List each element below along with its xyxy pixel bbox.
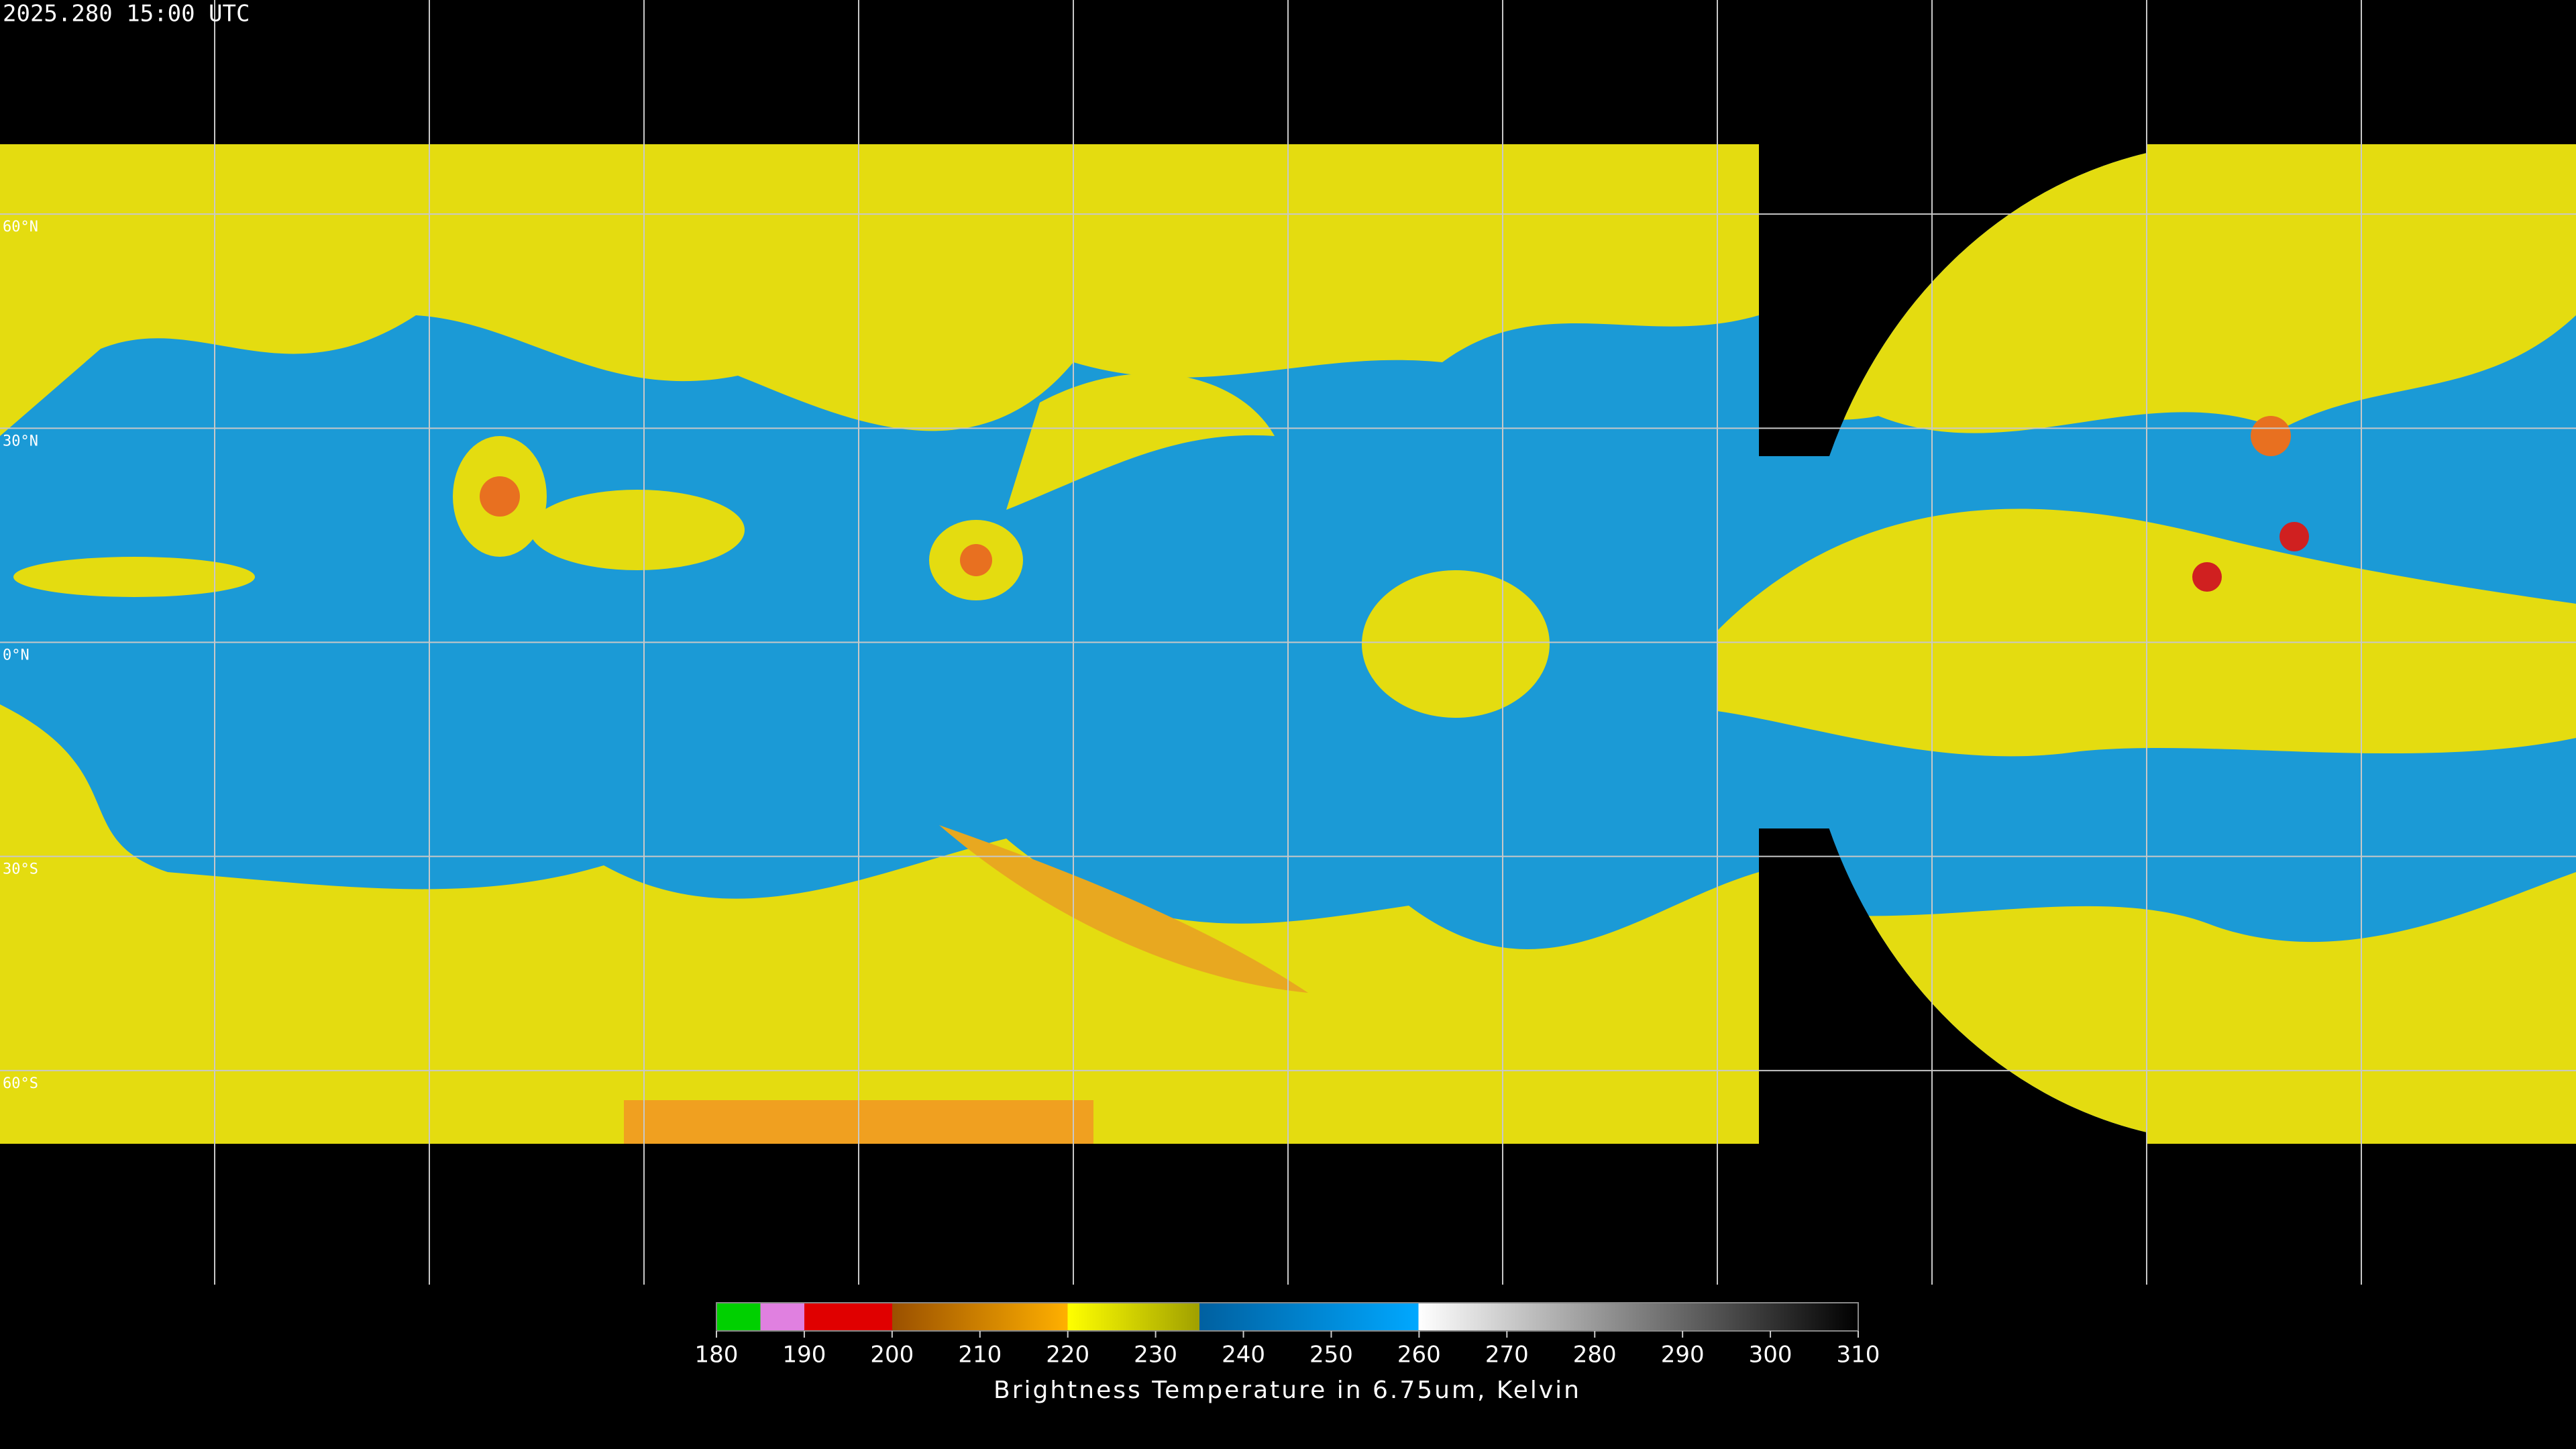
deep-convection [2279,522,2309,551]
imagery-west [0,144,1759,1144]
colorbar-ticks: 180 190 200 210 220 230 240 250 260 270 280 290 300 3… [695,1331,1880,1368]
moist-band-south [0,704,1759,1144]
latitude-labels: 60°N 30°N 0°N 30°S 60°S [3,219,38,1092]
colorbar-tick-label: 220 [1046,1342,1089,1368]
colorbar-tick-label: 240 [1222,1342,1265,1368]
timestamp: 2025.280 15:00 UTC [3,1,250,28]
colorbar-tick-label: 310 [1837,1342,1880,1368]
cyclone-core [960,544,992,576]
convection-central-america [530,490,745,570]
lat-label: 30°S [3,861,38,878]
graticule [0,0,2576,1285]
colorbar-tick-label: 180 [695,1342,739,1368]
itcz-pacific [13,557,255,597]
colorbar-tick-label: 230 [1134,1342,1177,1368]
colorbar [716,1302,1859,1332]
lat-label: 30°N [3,433,38,449]
lat-label: 60°N [3,219,38,235]
lat-label: 0°N [3,647,30,664]
cyclone-core [480,476,520,517]
colorbar-tick-label: 300 [1749,1342,1792,1368]
colorbar-tick-label: 250 [1309,1342,1353,1368]
colorbar-tick-label: 290 [1661,1342,1705,1368]
typhoon [2251,416,2291,456]
convection-africa [1362,570,1550,718]
colorbar-label: Brightness Temperature in 6.75um, Kelvin [994,1377,1581,1404]
deep-convection [2192,562,2222,592]
colorbar-tick-label: 270 [1485,1342,1529,1368]
colorbar-tick-label: 210 [958,1342,1002,1368]
colorbar-tick-label: 260 [1397,1342,1441,1368]
colorbar-tick-label: 200 [870,1342,914,1368]
cold-cloud-streak [939,825,1308,993]
colorbar-tick-label: 280 [1573,1342,1617,1368]
colorbar-tick-label: 190 [782,1342,826,1368]
lat-label: 60°S [3,1075,38,1092]
moist-band-north [0,144,1759,436]
